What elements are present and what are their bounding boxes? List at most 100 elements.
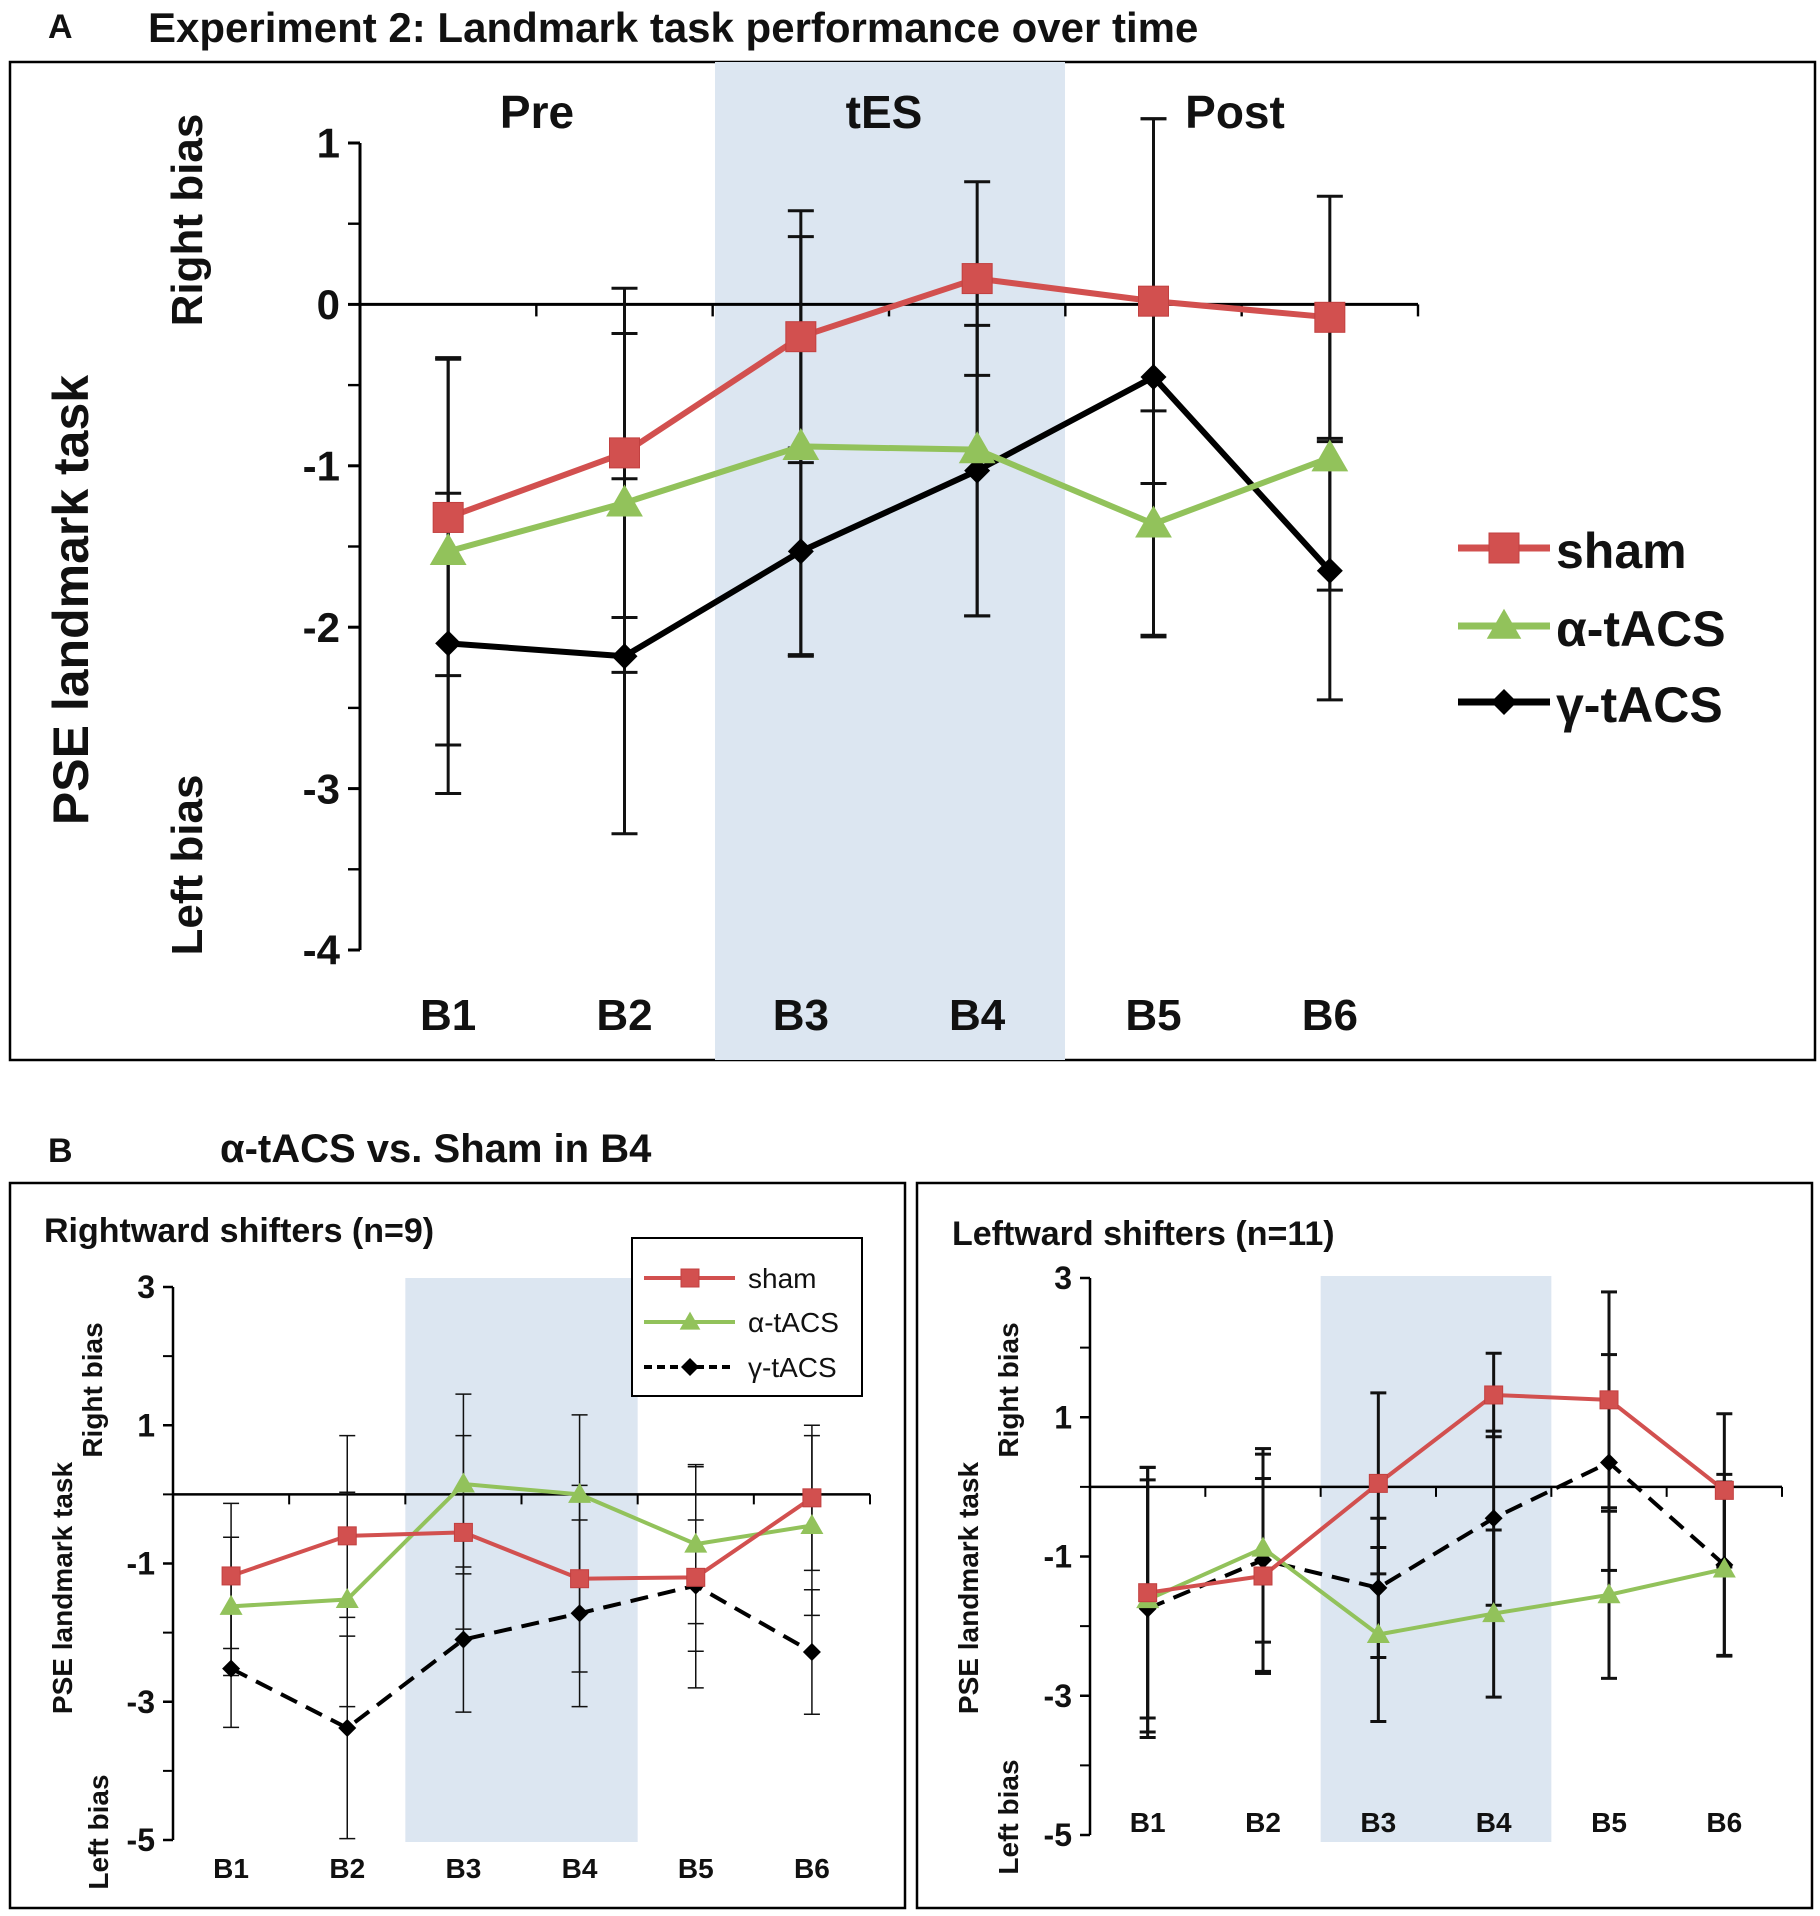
- phase-label-tes: tES: [846, 86, 923, 138]
- legend-label-alpha: α-tACS: [1556, 601, 1726, 657]
- phase-label-post: Post: [1185, 86, 1285, 138]
- series-line-sham: [447, 275, 1331, 521]
- series-line-alpha: [1146, 1546, 1725, 1637]
- marker-gamma-b3: [454, 1630, 473, 1649]
- legend-marker-alpha: [1486, 608, 1522, 639]
- panel-b-right-frame: [915, 1181, 1814, 1910]
- marker-sham-b1: [221, 1566, 241, 1586]
- marker-gamma-b4: [964, 457, 991, 484]
- panel-b-left-title: Rightward shifters (n=9): [44, 1212, 434, 1250]
- legend-label-gamma: γ-tACS: [1556, 677, 1723, 733]
- marker-gamma-b4: [1484, 1509, 1503, 1528]
- y-tick-label: -5: [127, 1822, 155, 1858]
- y-tick-label: -2: [303, 604, 340, 651]
- marker-alpha-b3: [1366, 1622, 1390, 1643]
- x-tick-label-b4: B4: [949, 991, 1006, 1040]
- panel-b-left-y-axis-label: PSE landmark task: [47, 1462, 78, 1715]
- x-tick-label-b4: B4: [1476, 1807, 1512, 1838]
- x-tick-label-b3: B3: [1360, 1807, 1396, 1838]
- panel-b-title: α-tACS vs. Sham in B4: [220, 1127, 652, 1171]
- panel-b-letter: B: [48, 1132, 73, 1170]
- series-line-alpha: [447, 443, 1331, 555]
- marker-alpha-b3: [782, 428, 820, 461]
- marker-alpha-b4: [958, 431, 996, 464]
- panel-b-left-frame: [8, 1181, 907, 1910]
- phase-label-pre: Pre: [500, 86, 574, 138]
- marker-alpha-b2: [335, 1587, 359, 1608]
- x-tick-label-b5: B5: [1591, 1807, 1627, 1838]
- marker-sham-b2: [609, 437, 640, 469]
- x-tick-label-b5: B5: [678, 1853, 714, 1884]
- marker-sham-b6: [1714, 1480, 1734, 1500]
- marker-alpha-b6: [1712, 1557, 1736, 1578]
- panel-b: B α-tACS vs. Sham in B4 Rightward shifte…: [8, 1127, 1814, 1910]
- x-tick-label-b4: B4: [562, 1853, 598, 1884]
- marker-sham-b3: [785, 321, 817, 353]
- y-tick-label: -5: [1044, 1817, 1072, 1853]
- y-tick-label: -4: [303, 927, 341, 974]
- legend-marker-alpha: [679, 1311, 701, 1330]
- x-tick-label-b2: B2: [329, 1853, 365, 1884]
- x-tick-label-b1: B1: [1130, 1807, 1166, 1838]
- legend-marker-gamma: [1491, 689, 1517, 715]
- marker-sham-b3: [453, 1522, 473, 1542]
- y-tick-label: 0: [317, 281, 340, 328]
- marker-sham-b4: [1484, 1385, 1504, 1405]
- panel-b-right-y-axis-label: PSE landmark task: [953, 1462, 984, 1715]
- panel-a-letter: A: [48, 8, 73, 46]
- marker-alpha-b2: [606, 484, 643, 517]
- panel-b-right-right-bias-label: Right bias: [993, 1322, 1024, 1457]
- x-tick-label-b2: B2: [596, 991, 652, 1040]
- y-tick-label: 1: [317, 120, 340, 167]
- panel-b-right-left-bias-label: Left bias: [993, 1759, 1024, 1874]
- x-tick-label-b6: B6: [1706, 1807, 1742, 1838]
- x-tick-label-b5: B5: [1125, 991, 1181, 1040]
- panel-a-title: Experiment 2: Landmark task performance …: [148, 4, 1198, 51]
- marker-alpha-b1: [429, 532, 467, 565]
- panel-b-right-plot: 3 1 -1 -3 -5 B1 B2 B3 B4 B5 B6: [1044, 1260, 1783, 1853]
- marker-alpha-b5: [1597, 1583, 1621, 1604]
- marker-sham-b6: [802, 1488, 822, 1508]
- series-line-alpha: [230, 1482, 813, 1609]
- marker-gamma-b5: [1140, 364, 1167, 391]
- marker-gamma-b1: [222, 1659, 241, 1678]
- panel-a-stimulation-shading: [715, 62, 1065, 1060]
- marker-sham-b1: [1138, 1583, 1158, 1603]
- y-tick-label: -3: [303, 765, 340, 812]
- legend-marker-gamma: [681, 1358, 699, 1376]
- marker-alpha-b3: [451, 1472, 475, 1493]
- marker-sham-b5: [1138, 285, 1169, 317]
- panel-b-legend: sham α-tACS γ-tACS: [631, 1237, 863, 1397]
- x-tick-label-b1: B1: [420, 991, 476, 1040]
- legend-marker-sham: [680, 1268, 700, 1288]
- y-tick-label: -1: [303, 443, 340, 490]
- legend-label-alpha: α-tACS: [748, 1307, 839, 1338]
- marker-gamma-b2: [338, 1719, 357, 1738]
- marker-sham-b2: [337, 1526, 357, 1546]
- marker-sham-b4: [570, 1569, 590, 1589]
- marker-gamma-b4: [570, 1604, 589, 1623]
- panel-b-right-title: Leftward shifters (n=11): [952, 1215, 1335, 1253]
- x-tick-label-b1: B1: [213, 1853, 249, 1884]
- marker-alpha-b5: [1135, 505, 1172, 538]
- marker-sham-b5: [1599, 1390, 1619, 1410]
- y-tick-label: -1: [127, 1546, 155, 1582]
- marker-sham-b1: [432, 501, 464, 533]
- x-tick-label-b6: B6: [794, 1853, 830, 1884]
- legend-label-gamma: γ-tACS: [748, 1352, 837, 1383]
- legend-label-sham: sham: [1556, 523, 1687, 579]
- marker-alpha-b5: [684, 1532, 708, 1553]
- marker-alpha-b6: [800, 1513, 824, 1534]
- y-tick-label: 3: [137, 1269, 155, 1305]
- marker-alpha-b4: [568, 1482, 592, 1503]
- y-tick-label: 3: [1054, 1260, 1072, 1296]
- series-line-gamma: [230, 1583, 813, 1731]
- panel-a-left-bias-label: Left bias: [163, 775, 212, 956]
- marker-alpha-b1: [219, 1594, 243, 1615]
- marker-gamma-b5: [1600, 1453, 1618, 1472]
- marker-gamma-b2: [611, 643, 638, 670]
- panel-a-plot: 1 0 -1 -2 -3 -4 B1 B2 B3 B4 B5 B6: [303, 117, 1420, 1040]
- x-tick-label-b3: B3: [446, 1853, 482, 1884]
- marker-sham-b5: [686, 1567, 706, 1587]
